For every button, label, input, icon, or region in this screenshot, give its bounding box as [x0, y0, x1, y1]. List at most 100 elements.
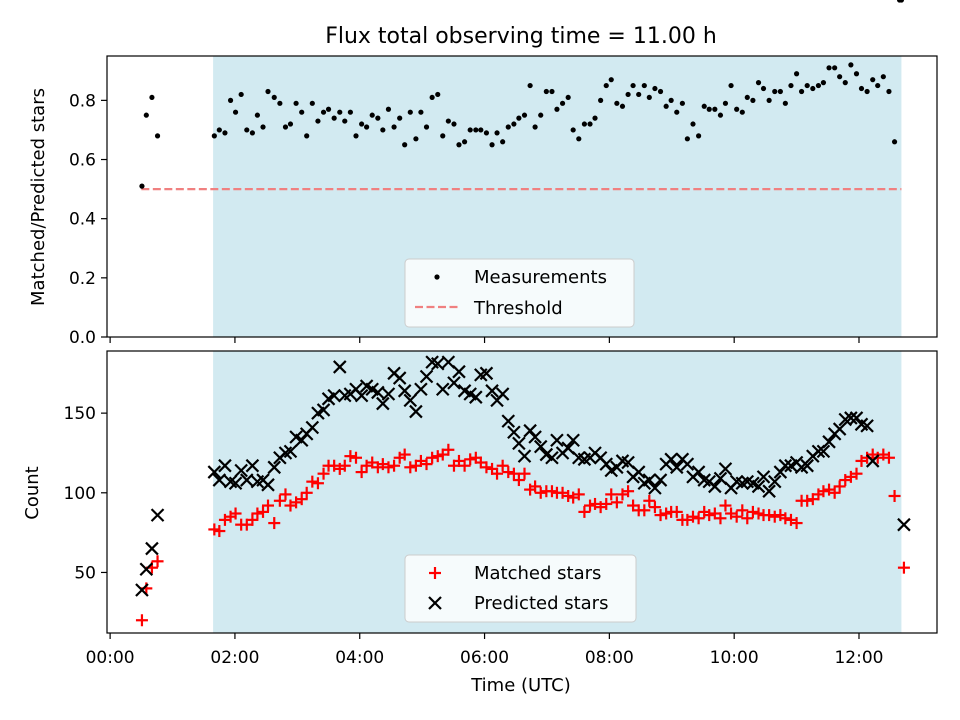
- matched-star-point: [741, 512, 754, 525]
- measurement-point: [521, 112, 528, 118]
- matched-star-point: [458, 459, 471, 472]
- matched-star-point: [746, 505, 759, 518]
- bottom-legend: Matched stars Predicted stars: [404, 554, 637, 623]
- predicted-star-point: [621, 455, 635, 470]
- measurement-point: [772, 88, 778, 95]
- top-ytick-label: 0.2: [69, 269, 96, 289]
- measurement-point: [232, 109, 239, 115]
- measurement-point: [891, 139, 898, 145]
- measurement-point: [663, 103, 669, 109]
- matched-star-point: [426, 451, 439, 464]
- measurement-point: [674, 109, 680, 115]
- predicted-star-point: [409, 404, 423, 419]
- matched-star-point: [578, 505, 591, 518]
- predicted-star-point: [430, 356, 445, 371]
- predicted-star-point: [150, 508, 165, 522]
- measurement-point: [532, 124, 538, 130]
- measurement-point: [260, 124, 266, 130]
- measurement-point: [886, 88, 892, 95]
- predicted-star-point: [865, 454, 880, 468]
- matched-star-point: [730, 510, 743, 523]
- matched-star-point: [213, 525, 226, 538]
- x-axis-label: Time (UTC): [470, 675, 571, 696]
- measurement-point: [451, 121, 457, 127]
- matched-star-point: [355, 466, 368, 479]
- matched-star-point: [719, 499, 732, 512]
- matched-star-point: [273, 494, 286, 507]
- measurement-point: [353, 133, 359, 139]
- predicted-star-point: [354, 388, 369, 403]
- measurement-point: [418, 109, 424, 115]
- matched-star-point: [670, 505, 683, 518]
- predicted-star-point: [669, 460, 684, 475]
- xtick-label: 12:00: [834, 648, 883, 668]
- predicted-star-point: [800, 458, 814, 473]
- top-ytick-label: 0.4: [69, 210, 96, 230]
- matched-star-point: [600, 497, 613, 510]
- predicted-star-point: [305, 420, 320, 435]
- measurement-point: [347, 109, 353, 115]
- measurement-point: [641, 82, 647, 89]
- measurement-point: [815, 82, 822, 89]
- matched-star-point: [529, 480, 542, 493]
- predicted-star-point: [228, 476, 243, 491]
- matched-star-point: [850, 467, 863, 480]
- xtick-label: 00:00: [86, 648, 135, 668]
- matched-star-point: [262, 499, 275, 512]
- predicted-star-point: [708, 479, 722, 494]
- xtick-label: 08:00: [585, 648, 634, 668]
- predicted-star-point: [414, 382, 428, 397]
- top-ytick-label: 0.0: [69, 328, 96, 348]
- measurement-point: [364, 124, 370, 130]
- measurement-point: [630, 82, 636, 89]
- matched-star-point: [518, 467, 531, 480]
- measurement-point: [684, 136, 690, 142]
- measurement-point: [636, 91, 642, 98]
- measurement-point: [766, 97, 772, 103]
- measurement-point: [154, 133, 161, 139]
- top-axes-frame: [106, 55, 938, 338]
- predicted-star-point: [517, 449, 532, 463]
- measurement-point: [320, 109, 327, 115]
- measurement-point: [793, 71, 800, 77]
- measurement-point: [576, 136, 582, 142]
- measurement-point: [734, 106, 740, 112]
- predicted-star-point: [397, 384, 412, 398]
- predicted-star-point: [751, 479, 766, 494]
- predicted-star-point: [680, 457, 695, 471]
- predicted-star-point: [642, 473, 657, 487]
- predicted-star-point: [234, 463, 248, 478]
- measurement-point: [587, 121, 593, 127]
- measurement-point: [853, 71, 860, 77]
- measurement-point: [728, 82, 734, 89]
- measurement-point: [804, 82, 810, 89]
- measurement-point: [527, 82, 533, 89]
- measurement-points: [139, 0, 905, 189]
- measurement-point: [652, 85, 658, 92]
- measurement-point: [429, 94, 435, 101]
- top-panel: 0.00.20.40.60.8 Matched/Predicted stars …: [28, 0, 938, 348]
- measurement-point: [690, 121, 696, 127]
- legend-matched-marker: [429, 567, 441, 579]
- measurement-point: [337, 109, 343, 115]
- measurement-point: [238, 91, 244, 98]
- measurement-point: [287, 121, 294, 127]
- matched-star-point: [779, 512, 792, 525]
- measurement-point: [413, 136, 419, 142]
- measurement-point: [554, 106, 560, 112]
- matched-star-point: [888, 489, 901, 502]
- predicted-star-point: [860, 419, 874, 433]
- measurement-point: [646, 94, 652, 101]
- top-ytick-label: 0.6: [69, 151, 96, 171]
- legend-predicted-marker: [428, 596, 442, 610]
- xtick-label: 06:00: [460, 648, 509, 668]
- matched-star-point: [801, 494, 814, 507]
- measurement-point: [837, 74, 843, 80]
- measurement-point: [712, 106, 718, 112]
- measurement-point: [391, 124, 397, 130]
- legend-predicted-label: Predicted stars: [474, 593, 608, 614]
- measurement-point: [614, 100, 620, 106]
- matched-star-point: [897, 561, 910, 574]
- measurement-point: [331, 115, 337, 121]
- measurement-point: [282, 124, 289, 130]
